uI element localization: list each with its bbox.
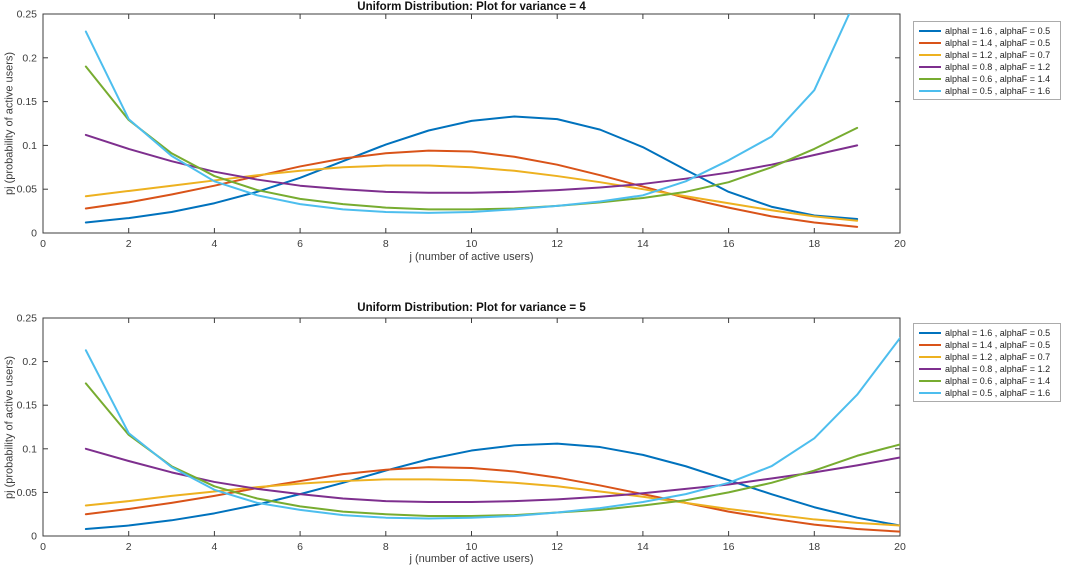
legend-line-swatch bbox=[919, 41, 941, 44]
y-axis-label: pj (probability of active users) bbox=[3, 51, 16, 196]
legend-label: alphaI = 0.5 , alphaF = 1.6 bbox=[945, 387, 1051, 398]
legend-entry: alphaI = 1.6 , alphaF = 0.5 bbox=[919, 327, 1060, 339]
legend-entry: alphaI = 1.2 , alphaF = 0.7 bbox=[919, 351, 1060, 363]
legend-line-swatch bbox=[919, 53, 941, 56]
y-tick-label: 0.15 bbox=[17, 400, 38, 412]
x-tick-label: 0 bbox=[40, 238, 46, 250]
x-tick-label: 18 bbox=[808, 541, 820, 553]
legend-label: alphaI = 0.6 , alphaF = 1.4 bbox=[945, 73, 1051, 84]
y-tick-label: 0.2 bbox=[22, 356, 37, 368]
legend-line-swatch bbox=[919, 355, 941, 358]
legend-entry: alphaI = 0.5 , alphaF = 1.6 bbox=[919, 85, 1060, 97]
y-tick-label: 0.25 bbox=[17, 9, 38, 21]
x-tick-label: 12 bbox=[551, 238, 563, 250]
x-axis-label: j (number of active users) bbox=[409, 251, 534, 263]
x-tick-label: 10 bbox=[466, 541, 478, 553]
series-line bbox=[84, 14, 851, 214]
legend-entry: alphaI = 0.6 , alphaF = 1.4 bbox=[919, 73, 1060, 85]
y-tick-label: 0 bbox=[31, 228, 37, 240]
legend-line-swatch bbox=[919, 343, 941, 346]
x-tick-label: 0 bbox=[40, 541, 46, 553]
legend-label: alphaI = 1.6 , alphaF = 0.5 bbox=[945, 327, 1051, 338]
series-line bbox=[84, 149, 859, 228]
legend-entry: alphaI = 1.6 , alphaF = 0.5 bbox=[919, 25, 1060, 37]
legend-label: alphaI = 1.6 , alphaF = 0.5 bbox=[945, 25, 1051, 36]
x-tick-label: 20 bbox=[894, 541, 906, 553]
x-tick-label: 18 bbox=[808, 238, 820, 250]
series-line bbox=[84, 382, 900, 517]
x-tick-label: 14 bbox=[637, 541, 649, 553]
legend-entry: alphaI = 1.4 , alphaF = 0.5 bbox=[919, 339, 1060, 351]
series-line bbox=[84, 478, 900, 527]
x-tick-label: 8 bbox=[383, 541, 389, 553]
series-line bbox=[84, 447, 900, 503]
legend-entry: alphaI = 0.8 , alphaF = 1.2 bbox=[919, 363, 1060, 375]
legend-entry: alphaI = 1.2 , alphaF = 0.7 bbox=[919, 49, 1060, 61]
legend-line-swatch bbox=[919, 391, 941, 394]
legend: alphaI = 1.6 , alphaF = 0.5 alphaI = 1.4 … bbox=[913, 21, 1061, 100]
legend-line-swatch bbox=[919, 89, 941, 92]
x-tick-label: 16 bbox=[723, 238, 735, 250]
series-line bbox=[84, 466, 900, 533]
x-axis-label: j (number of active users) bbox=[409, 553, 534, 565]
series-line bbox=[84, 115, 859, 224]
y-tick-label: 0.05 bbox=[17, 184, 38, 196]
plot-title-variance-4: Uniform Distribution: Plot for variance … bbox=[357, 1, 586, 13]
x-tick-label: 10 bbox=[466, 238, 478, 250]
series-line bbox=[84, 442, 900, 531]
x-tick-label: 14 bbox=[637, 238, 649, 250]
series-line bbox=[84, 337, 900, 520]
y-tick-label: 0.1 bbox=[22, 443, 37, 455]
x-tick-label: 2 bbox=[126, 541, 132, 553]
x-tick-label: 16 bbox=[723, 541, 735, 553]
y-tick-label: 0.2 bbox=[22, 52, 37, 64]
y-tick-label: 0.25 bbox=[17, 313, 38, 325]
x-tick-label: 8 bbox=[383, 238, 389, 250]
legend-entry: alphaI = 1.4 , alphaF = 0.5 bbox=[919, 37, 1060, 49]
plot-title-variance-5: Uniform Distribution: Plot for variance … bbox=[357, 302, 586, 314]
x-tick-label: 2 bbox=[126, 238, 132, 250]
x-tick-label: 4 bbox=[211, 541, 217, 553]
legend-label: alphaI = 0.8 , alphaF = 1.2 bbox=[945, 363, 1051, 374]
y-tick-label: 0.05 bbox=[17, 487, 38, 499]
x-tick-label: 6 bbox=[297, 541, 303, 553]
legend-label: alphaI = 1.4 , alphaF = 0.5 bbox=[945, 339, 1051, 350]
series-line bbox=[84, 65, 859, 211]
y-tick-label: 0.1 bbox=[22, 140, 37, 152]
x-tick-label: 4 bbox=[211, 238, 217, 250]
legend-label: alphaI = 0.5 , alphaF = 1.6 bbox=[945, 85, 1051, 96]
legend-label: alphaI = 1.2 , alphaF = 0.7 bbox=[945, 49, 1051, 60]
legend-label: alphaI = 1.4 , alphaF = 0.5 bbox=[945, 37, 1051, 48]
series-line bbox=[84, 133, 859, 194]
legend-entry: alphaI = 0.8 , alphaF = 1.2 bbox=[919, 61, 1060, 73]
legend-line-swatch bbox=[919, 379, 941, 382]
legend-line-swatch bbox=[919, 367, 941, 370]
legend: alphaI = 1.6 , alphaF = 0.5 alphaI = 1.4 … bbox=[913, 323, 1061, 402]
legend-entry: alphaI = 0.6 , alphaF = 1.4 bbox=[919, 375, 1060, 387]
x-tick-label: 12 bbox=[551, 541, 563, 553]
legend-line-swatch bbox=[919, 65, 941, 68]
legend-line-swatch bbox=[919, 77, 941, 80]
legend-line-swatch bbox=[919, 29, 941, 32]
legend-label: alphaI = 0.6 , alphaF = 1.4 bbox=[945, 375, 1051, 386]
x-tick-label: 6 bbox=[297, 238, 303, 250]
y-tick-label: 0.15 bbox=[17, 96, 38, 108]
legend-label: alphaI = 0.8 , alphaF = 1.2 bbox=[945, 61, 1051, 72]
y-axis-label: pj (probability of active users) bbox=[3, 355, 16, 499]
legend-line-swatch bbox=[919, 331, 941, 334]
legend-entry: alphaI = 0.5 , alphaF = 1.6 bbox=[919, 387, 1060, 399]
x-tick-label: 20 bbox=[894, 238, 906, 250]
axes-box bbox=[42, 13, 901, 234]
y-tick-label: 0 bbox=[31, 531, 37, 543]
legend-label: alphaI = 1.2 , alphaF = 0.7 bbox=[945, 351, 1051, 362]
